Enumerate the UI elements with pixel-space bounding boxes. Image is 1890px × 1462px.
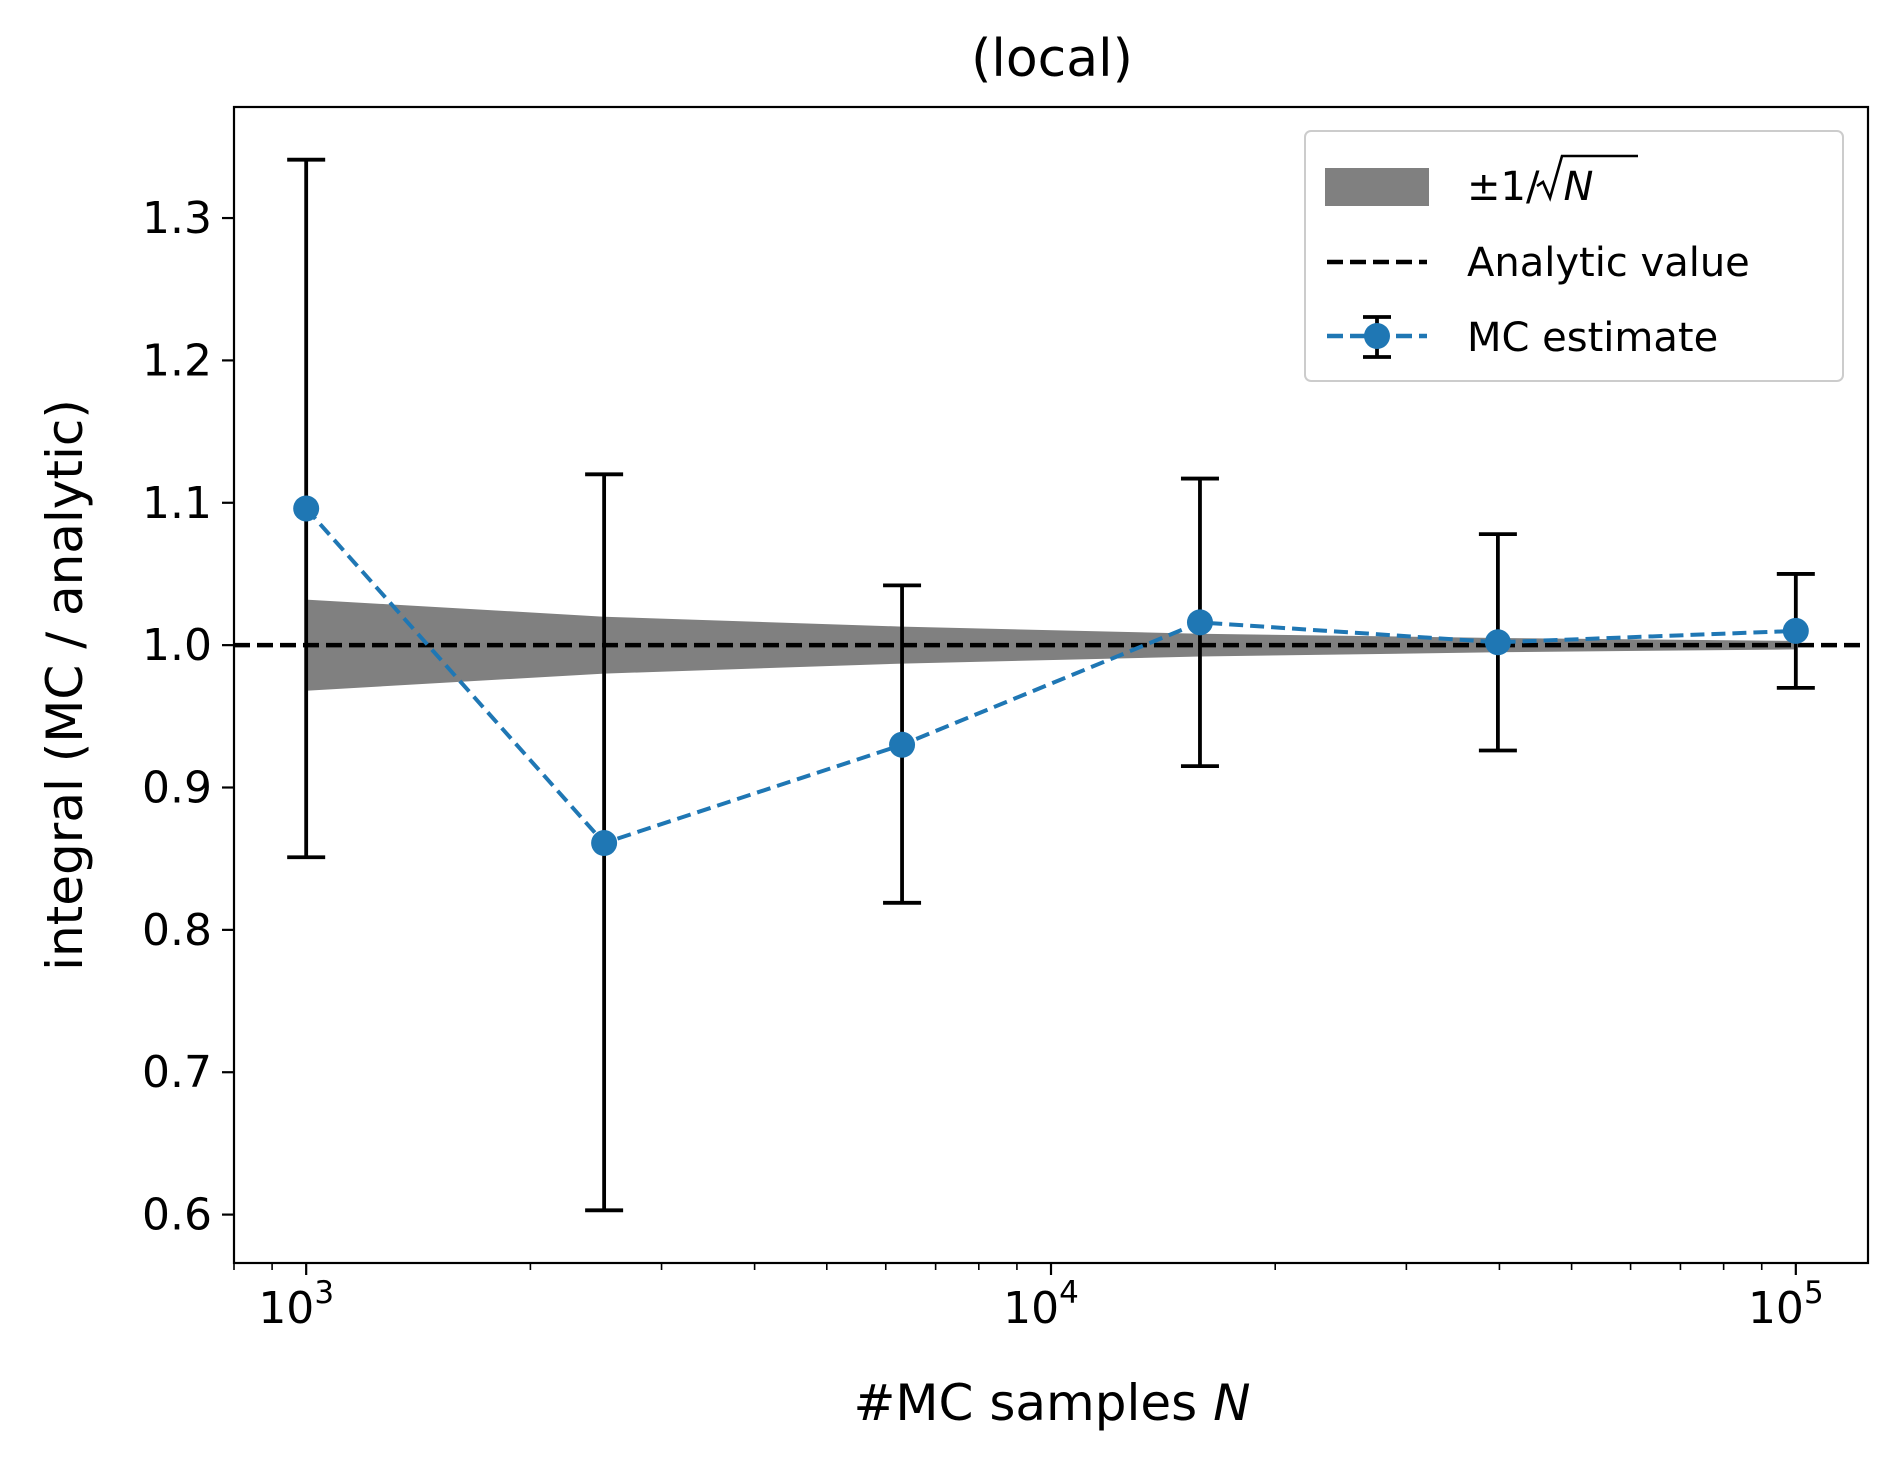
legend-band-label-var: N	[1563, 164, 1593, 210]
legend-mc-label: MC estimate	[1467, 315, 1718, 361]
y-tick-label: 0.7	[142, 1047, 212, 1098]
x-axis-label: #MC samples N	[854, 1374, 1251, 1432]
x-tick-label-base: 10	[1003, 1283, 1059, 1334]
mc-estimate-point	[889, 731, 916, 758]
x-tick-label-exponent: 5	[1804, 1275, 1824, 1311]
y-tick-label: 1.2	[142, 335, 212, 386]
plot-area	[232, 105, 1870, 1265]
mc-estimate-point	[293, 495, 320, 522]
mc-estimate-point	[1186, 609, 1213, 636]
legend: ±1/N Analytic value MC estimate	[1304, 130, 1844, 382]
x-tick-label: 105	[1748, 1275, 1824, 1334]
y-axis-label: integral (MC / analytic)	[36, 399, 94, 971]
legend-band-swatch	[1325, 168, 1429, 206]
y-tick-label: 0.6	[142, 1190, 212, 1241]
legend-frame	[1304, 130, 1844, 382]
y-tick-label: 1.1	[142, 478, 212, 529]
x-tick-label-exponent: 4	[1059, 1275, 1079, 1311]
x-axis-label-text: #MC samples	[854, 1374, 1214, 1432]
x-axis-label-var: N	[1213, 1374, 1250, 1432]
mc-estimate-markers	[293, 495, 1809, 857]
mc-estimate-line	[304, 507, 1796, 846]
chart-title: (local)	[971, 29, 1133, 89]
mc-estimate-point	[1484, 629, 1511, 656]
sqrt-sign-icon	[1536, 154, 1638, 202]
mc-estimate-dashed-line	[304, 507, 1796, 846]
x-tick-label: 103	[258, 1275, 334, 1334]
x-tick-label-base: 10	[258, 1283, 314, 1334]
legend-band-label-prefix: ±1/	[1467, 164, 1540, 210]
y-axis: 0.6 0.7 0.8 0.9 1.0 1.1 1.2 1.3	[142, 193, 234, 1241]
x-tick-label-base: 10	[1748, 1283, 1804, 1334]
x-axis: 103 104 105	[233, 1263, 1824, 1334]
x-tick-label: 104	[1003, 1275, 1079, 1334]
x-tick-label-exponent: 3	[314, 1275, 334, 1311]
y-tick-label: 1.3	[142, 193, 212, 244]
legend-mc-marker	[1364, 323, 1390, 349]
mc-estimate-point	[1782, 617, 1809, 644]
mc-estimate-point	[591, 830, 618, 857]
y-tick-label: 0.8	[142, 905, 212, 956]
legend-analytic-label: Analytic value	[1467, 240, 1750, 286]
y-tick-label: 0.9	[142, 763, 212, 814]
legend-band-label: ±1/N	[1467, 164, 1593, 210]
y-tick-label: 1.0	[142, 620, 212, 671]
